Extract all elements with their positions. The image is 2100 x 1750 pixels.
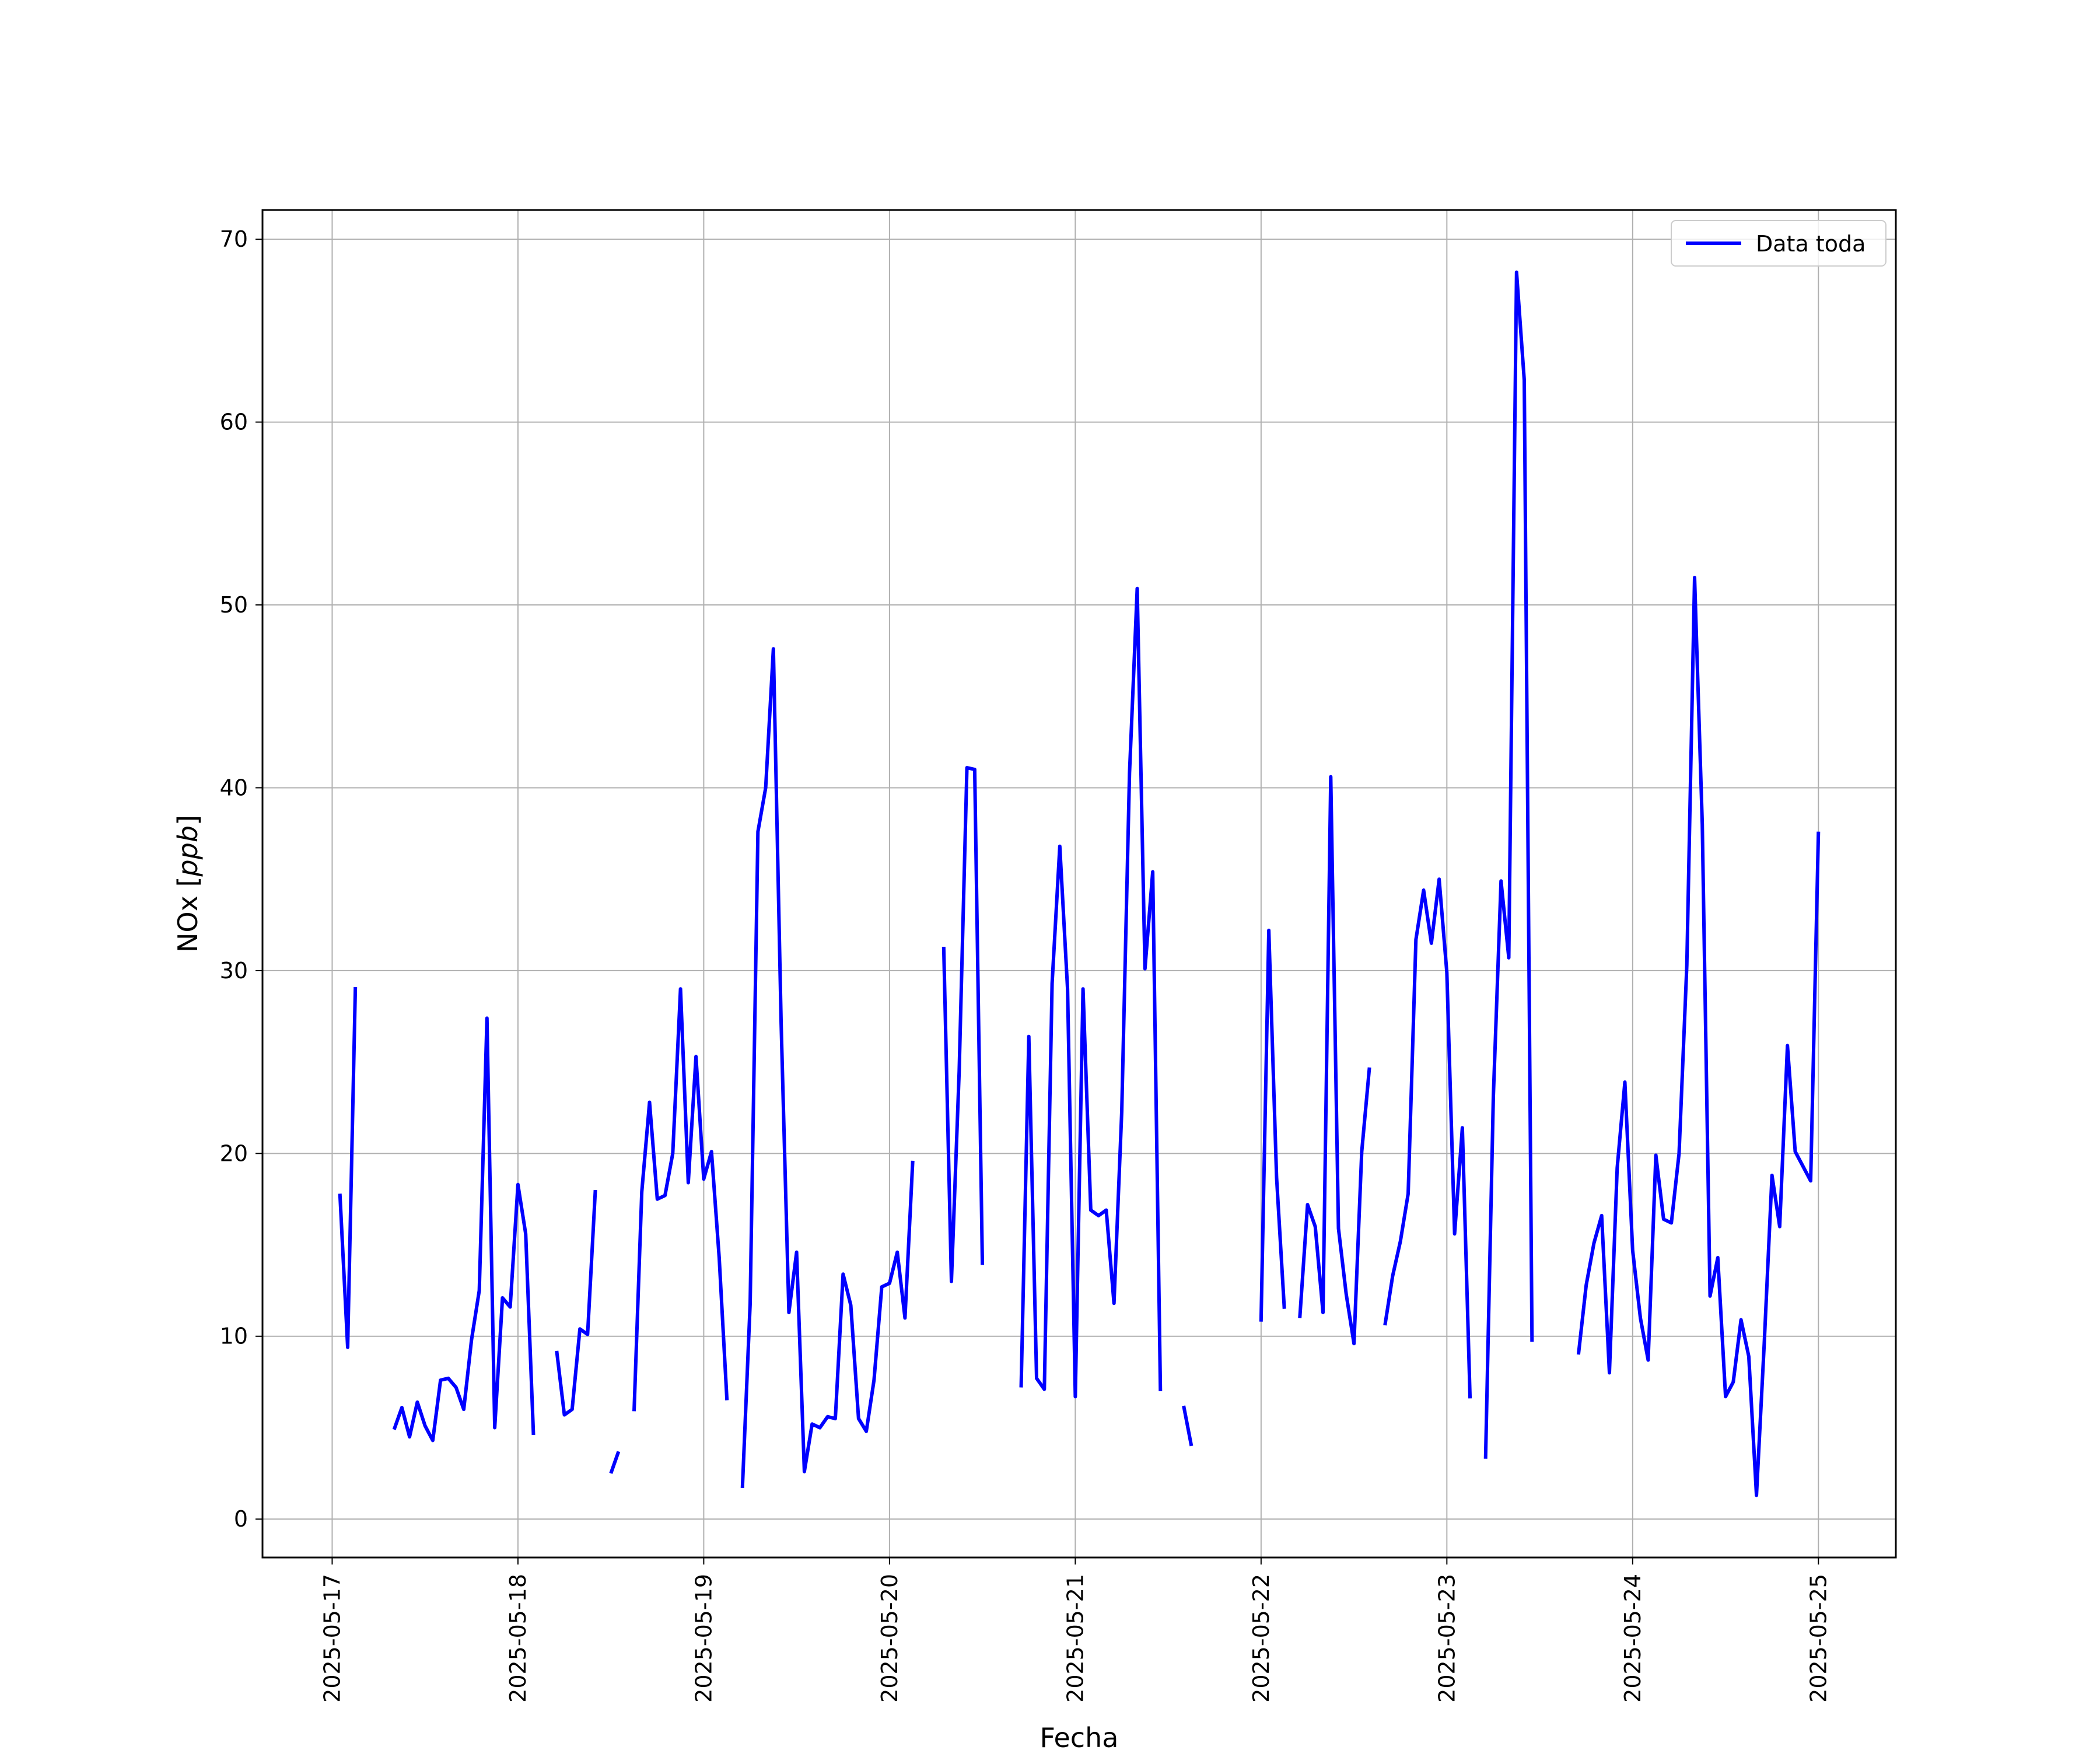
series-line-data-toda [338, 270, 1821, 1497]
x-tick-label: 2025-05-24 [1620, 1574, 1646, 1703]
legend: Data toda [1671, 220, 1887, 267]
x-tick-label: 2025-05-19 [691, 1574, 716, 1703]
x-tick-label: 2025-05-23 [1434, 1574, 1460, 1703]
y-tick-label: 30 [220, 958, 248, 984]
y-tick-label: 60 [220, 410, 248, 435]
series-data-toda [338, 270, 1821, 1497]
x-tick-label: 2025-05-20 [877, 1574, 902, 1703]
x-tick-label: 2025-05-18 [505, 1574, 531, 1703]
y-tick-label: 50 [220, 592, 248, 618]
y-axis-label-close: ] [172, 815, 204, 825]
x-tick-label: 2025-05-21 [1062, 1574, 1088, 1703]
x-tick-label: 2025-05-25 [1805, 1574, 1831, 1703]
y-axis-label: NOx [ppb] [172, 815, 204, 953]
y-axis-label-unit: ppb [172, 825, 204, 877]
y-tick-label: 70 [220, 226, 248, 252]
y-axis-label-main: NOx [ [172, 877, 204, 953]
y-tick-label: 0 [234, 1506, 248, 1532]
axis-ticks: 2025-05-17 2025-05-18 2025-05-19 2025-05-20… [220, 226, 1832, 1703]
y-tick-label: 20 [220, 1140, 248, 1166]
plot-area-frame [261, 209, 1897, 1559]
legend-box [1671, 220, 1887, 267]
x-axis-label: Fecha [1040, 1722, 1119, 1750]
x-tick-label: 2025-05-17 [319, 1574, 345, 1703]
y-tick-label: 10 [220, 1324, 248, 1349]
y-tick-label: 40 [220, 775, 248, 800]
legend-label-data-toda: Data toda [1756, 231, 1866, 257]
grid-lines [262, 210, 1896, 1558]
x-tick-label: 2025-05-22 [1248, 1574, 1274, 1703]
